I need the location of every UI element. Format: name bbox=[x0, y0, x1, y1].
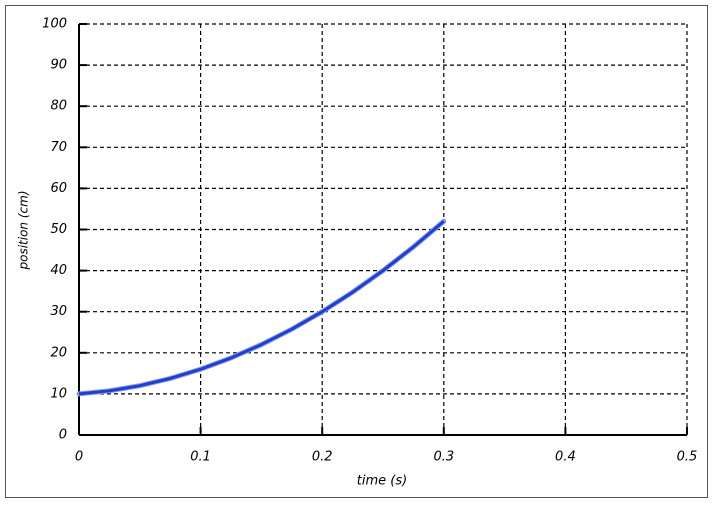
x-tick-label: 0.3 bbox=[433, 450, 454, 465]
y-tick-label: 10 bbox=[50, 386, 67, 401]
y-tick-label: 70 bbox=[50, 140, 67, 155]
y-tick-label: 60 bbox=[50, 181, 67, 196]
line-halo bbox=[76, 218, 447, 397]
x-tick-label: 0 bbox=[75, 450, 83, 465]
y-tick-label: 30 bbox=[50, 304, 67, 319]
x-tick-label: 0.1 bbox=[190, 450, 211, 465]
y-tick-label: 50 bbox=[50, 222, 67, 237]
x-axis-label: time (s) bbox=[357, 474, 407, 489]
y-tick-label: 80 bbox=[50, 99, 67, 114]
y-tick-label: 100 bbox=[42, 17, 67, 32]
y-tick-label: 40 bbox=[50, 263, 67, 278]
y-axis-label: position (cm) bbox=[17, 191, 31, 271]
x-tick-label: 0.5 bbox=[677, 450, 698, 465]
y-tick-label: 0 bbox=[59, 428, 67, 443]
y-tick-label: 90 bbox=[50, 58, 67, 73]
y-tick-label: 20 bbox=[50, 345, 67, 360]
x-tick-label: 0.4 bbox=[555, 450, 576, 465]
x-tick-label: 0.2 bbox=[312, 450, 333, 465]
frame bbox=[5, 5, 708, 498]
line bbox=[78, 220, 445, 396]
